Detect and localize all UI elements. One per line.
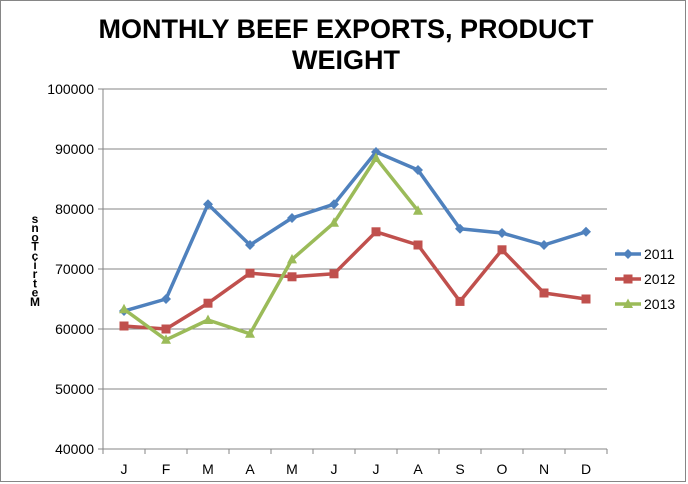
- data-point-diamond: [497, 228, 507, 238]
- y-tick-label: 80000: [55, 201, 94, 217]
- data-point-diamond: [623, 249, 633, 259]
- legend-label: 2013: [644, 296, 675, 312]
- data-point-square: [539, 288, 549, 298]
- data-point-diamond: [287, 213, 297, 223]
- data-point-square: [161, 324, 171, 334]
- data-point-triangle: [245, 328, 255, 338]
- y-tick-label: 60000: [55, 321, 94, 337]
- y-axis-label-glyph: o: [31, 230, 38, 244]
- x-tick-label: J: [121, 461, 128, 477]
- data-point-square: [371, 227, 381, 237]
- chart-title-line-2: WEIGHT: [292, 45, 400, 75]
- series-line-2011: [123, 150, 587, 313]
- data-point-triangle: [413, 205, 423, 215]
- data-point-square: [623, 274, 633, 284]
- axes: 40000 50000 60000 70000 80000 90000 100000 J F M A…: [47, 81, 608, 477]
- series-line-2012: [123, 230, 587, 331]
- data-point-triangle: [119, 303, 129, 314]
- y-axis-label-glyph: i: [33, 258, 36, 272]
- data-point-square: [413, 240, 423, 250]
- y-tick-label: 100000: [47, 81, 94, 97]
- data-point-square: [287, 272, 297, 282]
- data-point-square: [329, 269, 339, 279]
- data-point-diamond: [581, 226, 591, 237]
- x-tick-label: O: [497, 461, 508, 477]
- x-tick-label: M: [286, 461, 298, 477]
- data-point-square: [497, 245, 507, 255]
- series-2011: [119, 147, 591, 316]
- y-tick-label: 70000: [55, 261, 94, 277]
- x-tick-label: M: [202, 461, 214, 477]
- y-axis-label-glyph: c: [32, 249, 39, 263]
- y-axis-label-glyph: t: [33, 276, 37, 290]
- data-point-diamond: [161, 294, 171, 304]
- data-point-diamond: [329, 199, 339, 210]
- legend-item-2013: 2013: [615, 296, 675, 312]
- legend-item-2012: 2012: [615, 271, 675, 287]
- data-point-square: [455, 296, 465, 306]
- legend: 2011 2012 2013: [615, 246, 675, 312]
- y-tick-label: 40000: [55, 441, 94, 457]
- series-2013: [119, 152, 423, 344]
- y-tick-label: 50000: [55, 381, 94, 397]
- data-point-diamond: [539, 240, 549, 250]
- data-point-square: [581, 294, 591, 304]
- data-point-diamond: [245, 240, 255, 250]
- data-point-square: [119, 321, 129, 331]
- y-axis-label-glyph: r: [33, 267, 38, 281]
- chart-title-line-1: MONTHLY BEEF EXPORTS, PRODUCT: [98, 14, 594, 44]
- y-axis-label-glyph: n: [31, 221, 38, 235]
- series-2012: [119, 227, 591, 334]
- x-tick-label: A: [245, 461, 255, 477]
- data-point-triangle: [161, 334, 171, 344]
- y-axis-label-glyph: M: [30, 295, 40, 309]
- x-tick-label: N: [539, 461, 549, 477]
- x-tick-label: S: [455, 461, 464, 477]
- data-point-triangle: [287, 253, 297, 264]
- legend-label: 2011: [644, 246, 674, 262]
- x-tick-label: A: [413, 461, 423, 477]
- data-point-triangle: [329, 217, 339, 227]
- data-point-triangle: [203, 314, 213, 324]
- legend-label: 2012: [644, 271, 675, 287]
- y-tick-label: 90000: [55, 141, 94, 157]
- x-tick-label: F: [162, 461, 171, 477]
- data-point-diamond: [413, 165, 423, 175]
- y-axis-label-glyph: s: [32, 212, 39, 226]
- y-axis-label-glyph: e: [32, 286, 39, 300]
- data-point-diamond: [455, 223, 465, 234]
- series-line-2013: [122, 156, 420, 342]
- series-lines: [119, 147, 591, 344]
- legend-item-2011: 2011: [615, 246, 674, 262]
- x-tick-label: D: [581, 461, 591, 477]
- x-tick-label: J: [331, 461, 338, 477]
- data-point-triangle: [371, 152, 381, 162]
- data-point-square: [203, 298, 213, 308]
- x-tick-label: J: [373, 461, 380, 477]
- data-point-diamond: [371, 147, 381, 157]
- data-point-square: [245, 268, 255, 278]
- y-axis-label-glyph: T: [31, 240, 39, 254]
- data-point-triangle: [623, 298, 633, 308]
- data-point-diamond: [203, 199, 213, 210]
